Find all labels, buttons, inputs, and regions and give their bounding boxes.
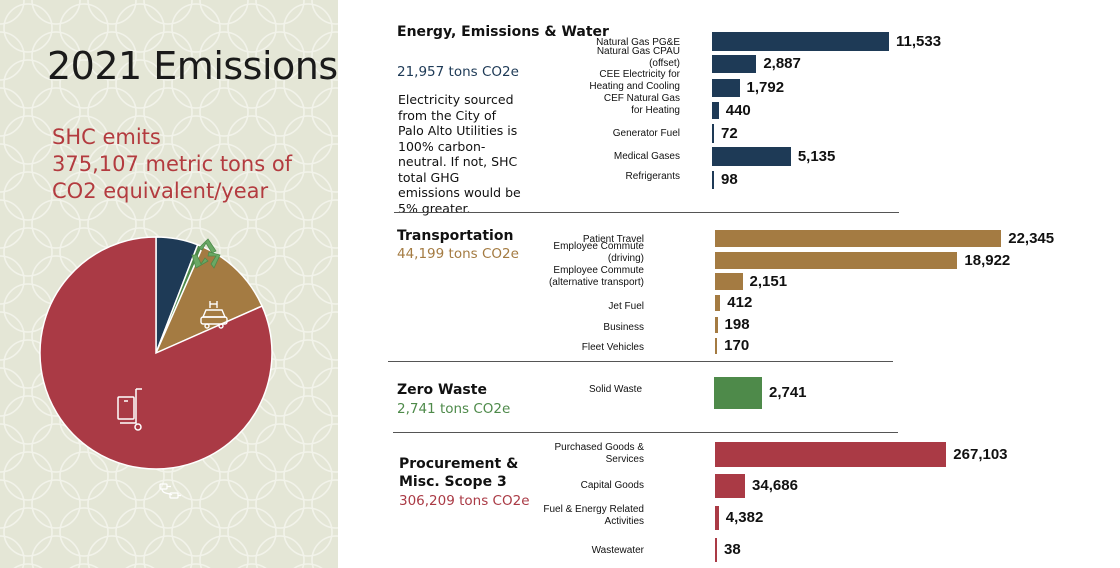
category-label: Employee Commute (alternative transport) — [548, 265, 644, 288]
bar-value-label: 4,382 — [725, 509, 764, 526]
bar-value-label: 5,135 — [797, 147, 836, 165]
procurement-section-total: 306,209 tons CO2e — [399, 493, 530, 509]
category-label: Jet Fuel — [608, 301, 644, 312]
pie-slice — [39, 236, 273, 470]
bar — [715, 474, 746, 498]
bar — [712, 32, 890, 51]
category-label: Wastewater — [591, 545, 644, 556]
bar-value-label: 412 — [727, 294, 753, 311]
bar — [715, 442, 947, 467]
bar-value-label: 170 — [724, 337, 750, 354]
electricity-note: Electricity sourced from the City of Pal… — [398, 92, 521, 216]
bar-value-label: 267,103 — [953, 445, 1008, 463]
bar-value-label: 2,151 — [749, 272, 788, 290]
bar — [715, 338, 718, 354]
bar — [715, 230, 1002, 247]
bar-value-label: 440 — [725, 101, 751, 119]
bar-value-label: 38 — [724, 541, 741, 558]
category-label: Capital Goods — [580, 480, 644, 491]
summary-line: CO2 equivalent/year — [52, 179, 269, 203]
bar-value-label: 11,533 — [896, 32, 942, 50]
emissions-summary: SHC emits 375,107 metric tons of CO2 equ… — [52, 124, 292, 205]
section-divider — [393, 432, 898, 433]
category-label: Medical Gases — [613, 151, 680, 162]
bar — [712, 55, 757, 73]
category-label: Business — [603, 322, 644, 333]
section-divider — [388, 361, 893, 362]
bar — [715, 295, 721, 311]
car-icon — [200, 301, 228, 329]
bar-value-label: 2,741 — [768, 384, 807, 401]
summary-line: SHC emits — [52, 125, 161, 149]
pie-slice — [154, 245, 264, 355]
category-label: Fleet Vehicles — [581, 342, 644, 353]
energy-section-title: Energy, Emissions & Water — [397, 24, 609, 40]
category-label: CEF Natural Gas for Heating — [603, 93, 680, 116]
category-label: Refrigerants — [625, 171, 680, 182]
category-label: CEE Electricity for Heating and Cooling — [589, 69, 680, 92]
category-label: Purchased Goods & Services — [554, 442, 645, 465]
bar — [714, 377, 762, 409]
category-label: Fuel & Energy Related Activities — [543, 504, 644, 527]
zero-waste-section-total: 2,741 tons CO2e — [397, 401, 511, 417]
category-label: Natural Gas PG&E — [596, 37, 680, 48]
bar — [712, 102, 719, 119]
section-divider — [394, 212, 899, 213]
bar-value-label: 34,686 — [752, 477, 798, 494]
emissions-pie-chart — [39, 236, 273, 499]
zero-waste-section-title: Zero Waste — [397, 382, 487, 398]
bar — [712, 79, 740, 97]
transportation-section-total: 44,199 tons CO2e — [397, 246, 519, 262]
bar — [712, 124, 714, 143]
bar-value-label: 1,792 — [746, 79, 785, 96]
cart-icon — [117, 388, 142, 431]
left-panel: 2021 Emissions SHC emits 375,107 metric … — [0, 0, 338, 568]
bar — [712, 147, 791, 166]
recycle-icon — [191, 238, 221, 269]
bar-value-label: 18,922 — [964, 251, 1011, 269]
bar — [715, 252, 958, 269]
category-label: Patient Travel — [582, 234, 644, 245]
category-label: Solid Waste — [589, 384, 642, 395]
bar-value-label: 2,887 — [763, 55, 801, 72]
bar — [715, 317, 718, 333]
bar-value-label: 72 — [721, 124, 738, 142]
category-label: Generator Fuel — [612, 128, 680, 139]
category-label: Employee Commute (driving) — [553, 241, 644, 264]
bar — [712, 171, 714, 189]
category-label: Natural Gas CPAU (offset) — [596, 46, 680, 69]
bar — [715, 538, 717, 562]
procurement-section-title: Procurement & Misc. Scope 3 — [399, 456, 519, 490]
plug-icon — [159, 483, 181, 499]
energy-section-total: 21,957 tons CO2e — [397, 64, 519, 80]
summary-line: 375,107 metric tons of — [52, 152, 293, 176]
bar-value-label: 198 — [724, 316, 750, 333]
page-title: 2021 Emissions — [47, 44, 338, 88]
bar — [715, 273, 743, 290]
bar — [715, 506, 719, 530]
transportation-section-title: Transportation — [397, 228, 514, 244]
bar-value-label: 98 — [721, 171, 738, 188]
bar-value-label: 22,345 — [1008, 229, 1055, 247]
